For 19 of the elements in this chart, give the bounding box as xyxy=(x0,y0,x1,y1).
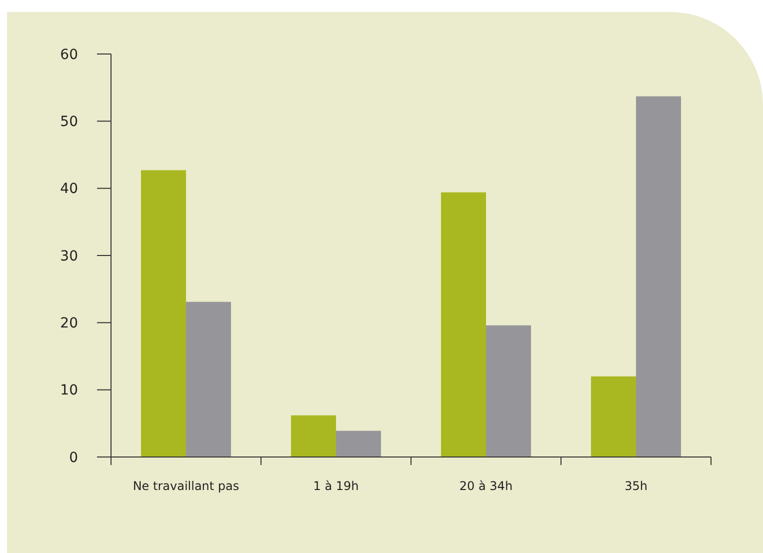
bar xyxy=(291,415,336,457)
y-tick-label: 50 xyxy=(60,114,78,130)
x-tick-label: 20 à 34h xyxy=(459,479,513,493)
bar xyxy=(141,170,186,457)
y-tick-label: 40 xyxy=(60,181,78,198)
y-tick-label: 60 xyxy=(60,46,78,63)
y-tick-label: 30 xyxy=(60,248,78,264)
y-tick-label: 20 xyxy=(60,316,78,332)
bar xyxy=(486,325,531,457)
x-tick-label: 1 à 19h xyxy=(313,479,359,493)
bar xyxy=(441,192,486,457)
x-tick-label: 35h xyxy=(624,479,648,493)
bar xyxy=(591,376,636,457)
x-tick-label: Ne travaillant pas xyxy=(132,479,240,493)
bar xyxy=(336,430,381,457)
y-tick-label: 10 xyxy=(60,382,78,399)
bar xyxy=(186,302,231,457)
bar xyxy=(636,96,681,457)
y-tick-label: 0 xyxy=(69,450,78,466)
